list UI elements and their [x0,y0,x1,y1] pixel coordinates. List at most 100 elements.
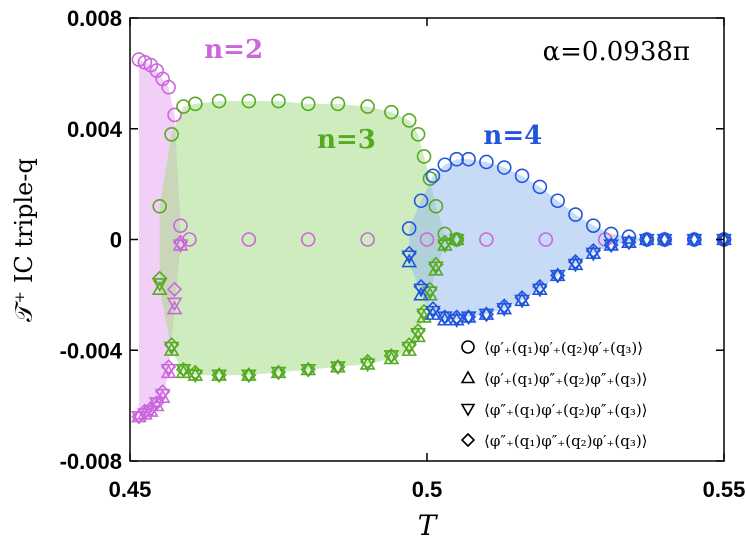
legend-marker-triangle-up [460,370,476,384]
data-point-triangle-down [330,361,346,375]
data-point-diamond [359,353,376,369]
data-point-circle [300,232,316,247]
data-point-triangle-up [549,267,566,282]
data-point-diamond [163,337,180,353]
data-point-diamond [585,242,601,259]
legend: ⟨φ′₊(q₁)φ′₊(q₂)φ′₊(q₃)⟩ ⟨φ′₊(q₁)φ″₊(q₂)φ″… [460,339,648,450]
data-point-diamond [686,231,702,248]
data-point-triangle-up [460,308,477,323]
data-point-diamond [330,359,346,375]
data-point-circle [568,207,583,222]
data-point-circle [164,126,179,142]
data-point-triangle-up [172,236,189,251]
data-point-diamond [478,306,495,322]
group-label-layer: n=2 n=3 n=4 [204,35,542,155]
group-label: n=4 [483,121,542,151]
data-point-triangle-up [496,300,513,315]
data-point-triangle-down [478,308,495,323]
data-point-circle [152,198,167,214]
legend-entry: ⟨φ′₊(q₁)φ″₊(q₂)φ″₊(q₃)⟩ [484,370,648,388]
data-point-triangle-down [166,297,183,312]
tick-layer: 0.45 0.5 0.55 0.008 0.004 0 -0.004 -0.008 [60,6,746,502]
marker-layer [131,52,732,425]
data-point-triangle-up [448,231,465,246]
data-point-triangle-up [656,231,673,246]
band-layer [138,59,724,417]
data-point-triangle-up [166,300,183,315]
data-point-triangle-down [151,278,168,292]
data-point-diamond [428,256,444,273]
data-point-triangle-up [240,367,257,381]
data-point-diamond [137,403,153,419]
data-point-diamond [532,278,548,295]
group-label: n=2 [204,35,263,65]
data-point-diamond [241,367,257,383]
data-point-triangle-up [567,256,584,271]
y-tick-label: -0.008 [60,449,122,474]
legend-entry: ⟨φ′₊(q₁)φ′₊(q₂)φ′₊(q₃)⟩ [484,339,643,357]
data-point-diamond [425,301,441,317]
y-tick-label: 0.004 [67,117,123,142]
data-point-diamond [656,231,673,248]
data-point-diamond [410,323,426,339]
data-point-circle [211,93,227,109]
data-point-triangle-down [211,369,227,384]
data-point-triangle-up [514,292,530,307]
data-point-triangle-up [330,358,346,373]
data-point-triangle-up [187,367,204,381]
data-point-circle [330,96,346,112]
data-point-circle [241,93,257,109]
data-point-diamond [143,400,159,417]
data-point-circle [384,104,399,120]
data-point-diamond [567,254,584,270]
x-axis-title: T [418,509,439,542]
data-point-diamond [175,361,192,378]
data-point-diamond [160,359,177,375]
data-point-circle [449,151,465,167]
data-point-diamond [401,245,417,261]
data-point-circle [479,232,494,247]
data-point-circle [538,232,554,247]
legend-marker-circle [461,340,475,354]
data-point-circle [300,96,316,112]
data-point-diamond [460,309,477,325]
data-point-diamond [187,364,203,381]
data-point-circle [496,160,512,175]
data-point-circle [410,126,426,142]
data-point-circle [413,193,429,209]
band-2 [409,159,724,320]
group-label: n=3 [317,125,376,155]
data-point-diamond [449,231,465,248]
data-point-diamond [449,309,465,325]
data-point-triangle-up [531,281,548,296]
data-point-triangle-up [270,364,287,379]
data-point-circle [425,168,441,184]
data-point-circle [514,168,530,184]
data-point-triangle-up [436,236,453,251]
legend-marker-diamond [460,432,476,448]
data-point-triangle-up [603,236,620,251]
data-point-diamond [639,231,655,248]
data-point-triangle-down [603,239,620,254]
data-point-diamond [300,361,316,378]
data-point-circle [167,107,182,123]
data-point-circle [428,198,444,214]
data-point-diamond [270,364,287,381]
data-point-diamond [603,237,619,253]
data-point-triangle-down [621,236,637,251]
data-point-diamond [166,281,183,297]
data-point-triangle-up [300,361,317,376]
data-point-circle [401,113,417,128]
data-point-circle [173,218,188,233]
data-point-circle [182,232,197,247]
data-point-circle [241,232,257,247]
data-point-diamond [496,298,512,314]
data-point-circle [188,96,203,112]
data-point-triangle-down [656,233,673,248]
data-point-triangle-up [448,311,465,326]
data-point-circle [419,232,435,247]
data-point-triangle-up [211,367,227,381]
data-point-circle [532,179,548,195]
data-point-circle [161,79,176,95]
